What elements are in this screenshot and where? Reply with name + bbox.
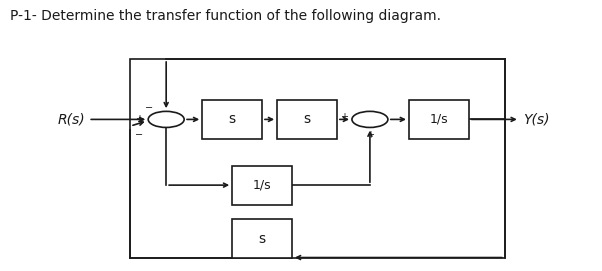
Text: P-1- Determine the transfer function of the following diagram.: P-1- Determine the transfer function of …	[10, 9, 441, 23]
Bar	[130, 59, 504, 257]
Text: −: −	[135, 130, 143, 140]
Bar	[232, 166, 292, 205]
Circle shape	[148, 111, 184, 127]
Bar	[277, 100, 337, 139]
Text: s: s	[303, 112, 311, 126]
Text: s: s	[229, 112, 235, 126]
Text: +: +	[340, 112, 349, 122]
Text: +: +	[135, 114, 143, 124]
Bar	[232, 219, 292, 258]
Text: −: −	[145, 103, 154, 113]
Text: R(s): R(s)	[58, 112, 85, 126]
Circle shape	[352, 111, 388, 127]
Text: s: s	[258, 232, 265, 246]
Bar	[409, 100, 469, 139]
Text: 1/s: 1/s	[253, 179, 272, 192]
Bar	[202, 100, 262, 139]
Text: Y(s): Y(s)	[523, 112, 549, 126]
Text: 1/s: 1/s	[429, 113, 448, 126]
Text: +: +	[366, 130, 374, 140]
